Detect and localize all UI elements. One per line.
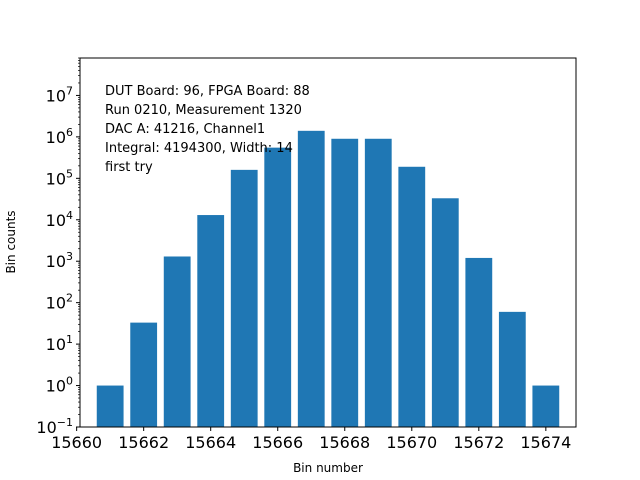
annotation-line: Run 0210, Measurement 1320 [105, 103, 302, 118]
y-tick-label: 10−1 [36, 416, 73, 437]
bar-15674 [532, 385, 560, 427]
y-tick-label: 103 [46, 250, 73, 271]
bar-15668 [331, 138, 359, 427]
plot-frame [79, 57, 577, 428]
annotation-line: DUT Board: 96, FPGA Board: 88 [105, 84, 310, 99]
x-axis-label: Bin number [293, 461, 363, 475]
y-tick-label: 101 [46, 333, 73, 354]
y-tick-label: 104 [46, 209, 73, 230]
bar-15665 [230, 169, 258, 428]
bar-15671 [431, 198, 459, 427]
bar-15663 [163, 256, 191, 427]
x-tick-label: 15660 [51, 433, 102, 452]
y-tick-label: 102 [46, 292, 73, 313]
y-tick-label: 105 [46, 167, 73, 188]
y-tick-label: 107 [46, 84, 73, 105]
bar-15662 [130, 322, 158, 427]
y-axis: 10−1 100 101 102 103 104 105 106 107 [36, 57, 80, 437]
x-axis: 15660 15662 15664 15666 15668 15670 15672 15674 [51, 427, 571, 452]
bars-layer [96, 130, 560, 428]
annotation-line: Integral: 4194300, Width: 14 [105, 141, 293, 156]
x-tick-label: 15674 [520, 433, 571, 452]
x-tick-label: 15666 [252, 433, 303, 452]
x-tick-label: 15670 [386, 433, 437, 452]
x-tick-label: 15664 [185, 433, 236, 452]
annotation-block: DUT Board: 96, FPGA Board: 88 Run 0210, M… [105, 84, 310, 175]
x-tick-label: 15662 [118, 433, 169, 452]
bar-15673 [498, 311, 526, 427]
y-tick-label: 106 [46, 126, 73, 147]
bar-15664 [197, 215, 225, 427]
bar-15667 [297, 130, 325, 427]
bar-15669 [364, 138, 392, 427]
annotation-line: first try [105, 160, 153, 175]
bar-15672 [465, 257, 493, 427]
bar-15670 [398, 166, 426, 427]
x-tick-label: 15668 [319, 433, 370, 452]
y-axis-label: Bin counts [4, 210, 18, 273]
x-tick-label: 15672 [453, 433, 504, 452]
bar-15666 [264, 147, 292, 427]
annotation-line: DAC A: 41216, Channel1 [105, 122, 265, 137]
y-tick-label: 100 [46, 375, 73, 396]
bar-15661 [96, 385, 124, 427]
